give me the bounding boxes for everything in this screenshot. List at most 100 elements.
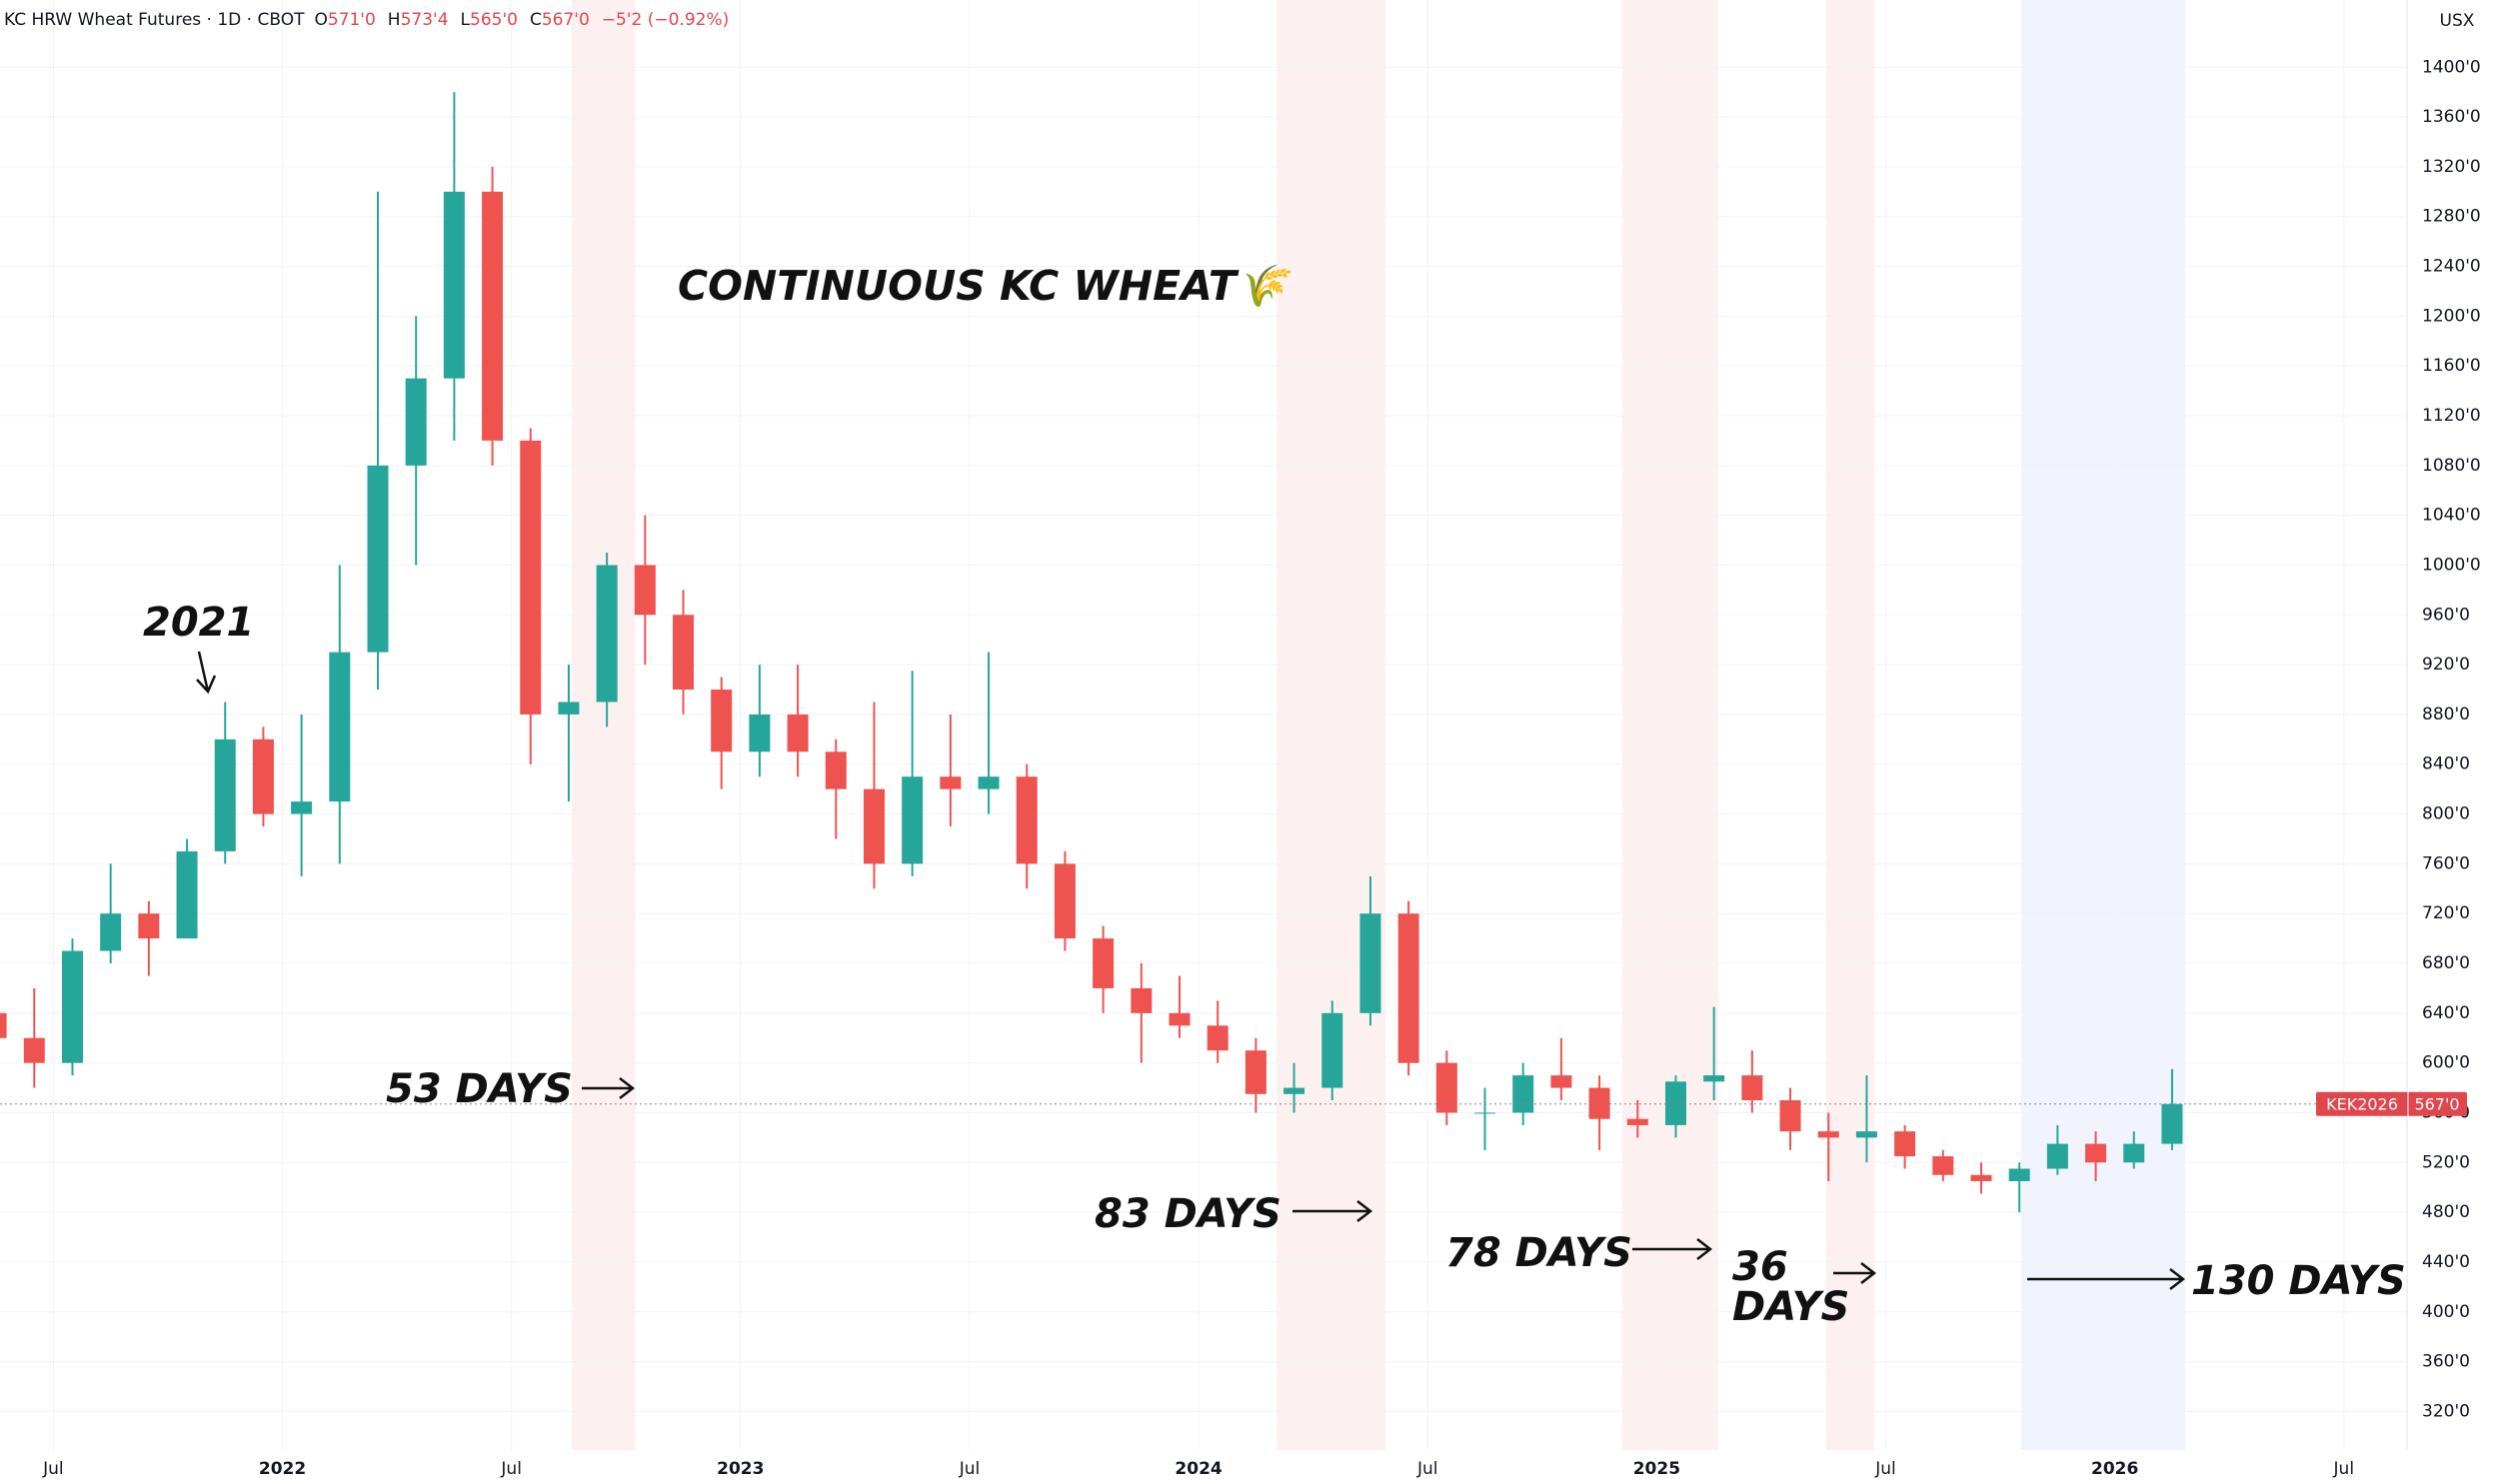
annotation: 83 DAYS — [1095, 1191, 1281, 1237]
band — [572, 0, 636, 1450]
x-tick-label: 2023 — [717, 1459, 764, 1479]
y-tick-label: 880'0 — [2422, 705, 2470, 725]
arrow — [1833, 1262, 1877, 1284]
y-tick-label: 360'0 — [2422, 1352, 2470, 1372]
candle-body — [443, 191, 465, 379]
candle-body — [100, 913, 122, 951]
arrow — [1292, 1200, 1373, 1222]
candle-body — [940, 776, 962, 789]
candle-body — [176, 850, 198, 939]
legend-header: KC HRW Wheat Futures · 1D · CBOT O571'0 H5… — [4, 10, 729, 30]
candle-body — [1207, 1025, 1229, 1051]
x-tick-label: 2026 — [2091, 1459, 2138, 1479]
candle-body — [749, 714, 771, 752]
y-tick-label: 1280'0 — [2422, 207, 2481, 227]
x-tick-label: 2025 — [1633, 1459, 1680, 1479]
candle-body — [673, 615, 695, 691]
candle-body — [1550, 1075, 1572, 1088]
x-tick-label: Jul — [42, 1459, 64, 1479]
arrow — [196, 651, 217, 695]
y-tick-label: 1320'0 — [2422, 157, 2481, 177]
price-tag-value: 567'0 — [2414, 1094, 2459, 1113]
candle-body — [291, 801, 313, 814]
arrows — [196, 651, 2186, 1290]
candle-body — [787, 714, 809, 752]
y-tick-label: 1000'0 — [2422, 555, 2481, 575]
candle-body — [520, 440, 542, 715]
y-tick-label: 1240'0 — [2422, 257, 2481, 277]
candle-body — [329, 652, 351, 802]
ohlc-value: 565'0 — [470, 10, 518, 30]
candle-body — [1855, 1131, 1877, 1138]
x-tick-label: 2022 — [259, 1459, 306, 1479]
candles — [0, 92, 2183, 1213]
candle-body — [1321, 1012, 1343, 1088]
symbol: KC HRW Wheat Futures · 1D · CBOT — [4, 10, 305, 30]
y-tick-label: 1160'0 — [2422, 356, 2481, 376]
price-tag-symbol: KEK2026 — [2326, 1094, 2398, 1113]
band — [1622, 0, 1718, 1450]
candle-body — [1245, 1050, 1266, 1094]
candle-body — [863, 788, 885, 864]
candle-body — [1703, 1075, 1725, 1082]
candle-body — [252, 739, 274, 814]
candle-body — [2161, 1103, 2183, 1144]
arrow — [2027, 1268, 2186, 1290]
y-tick-label: 1360'0 — [2422, 107, 2481, 127]
x-tick-label: 2024 — [1175, 1459, 1222, 1479]
candle-body — [1779, 1100, 1801, 1132]
y-tick-label: 1200'0 — [2422, 306, 2481, 326]
candle-body — [1435, 1062, 1457, 1113]
annotation: 53 DAYS — [386, 1066, 573, 1112]
ohlc-key: C — [529, 10, 542, 30]
candle-body — [711, 690, 733, 752]
candle-body — [1970, 1174, 1992, 1181]
candle-body — [2008, 1168, 2030, 1181]
y-tick-label: 600'0 — [2422, 1053, 2470, 1073]
candle-body — [1894, 1131, 1916, 1157]
price-tag-bg — [2316, 1091, 2467, 1116]
y-tick-label: 1400'0 — [2422, 57, 2481, 77]
candle-body — [1588, 1087, 1610, 1119]
candle-body — [2085, 1143, 2107, 1163]
ohlc-value: 573'4 — [400, 10, 449, 30]
candle-body — [1169, 1012, 1191, 1026]
candle-body — [1397, 913, 1419, 1063]
candle-body — [482, 191, 504, 441]
ohlc-key: L — [460, 10, 471, 30]
band — [1276, 0, 1385, 1450]
currency: USX — [2440, 11, 2475, 31]
grid — [0, 0, 2407, 1450]
candle-body — [1016, 776, 1038, 864]
x-tick-label: Jul — [959, 1459, 981, 1479]
candle-body — [1093, 938, 1115, 988]
x-tick-label: Jul — [1416, 1459, 1438, 1479]
candle-body — [1283, 1087, 1305, 1094]
y-tick-label: 760'0 — [2422, 853, 2470, 873]
y-tick-label: 1040'0 — [2422, 506, 2481, 526]
candle-body — [1474, 1112, 1496, 1114]
y-tick-label: 960'0 — [2422, 605, 2470, 625]
y-tick-label: 480'0 — [2422, 1202, 2470, 1222]
arrow — [582, 1077, 636, 1099]
y-tick-label: 920'0 — [2422, 655, 2470, 675]
y-tick-label: 640'0 — [2422, 1003, 2470, 1023]
y-tick-label: 800'0 — [2422, 804, 2470, 824]
candle-body — [825, 751, 847, 789]
candle-body — [214, 739, 236, 851]
candle-body — [1512, 1075, 1534, 1113]
y-tick-label: 840'0 — [2422, 754, 2470, 774]
band — [2021, 0, 2185, 1450]
candle-body — [405, 378, 427, 466]
candle-body — [138, 913, 160, 939]
candle-body — [23, 1037, 45, 1063]
y-tick-label: 1120'0 — [2422, 406, 2481, 426]
y-tick-label: 400'0 — [2422, 1302, 2470, 1322]
highlight-bands — [572, 0, 2185, 1450]
candle-body — [1359, 913, 1381, 1013]
annotation: 2021 — [143, 600, 255, 646]
x-tick-label: Jul — [1874, 1459, 1896, 1479]
y-tick-label: 1080'0 — [2422, 456, 2481, 476]
annotation: 36 DAYS — [1732, 1244, 1850, 1330]
